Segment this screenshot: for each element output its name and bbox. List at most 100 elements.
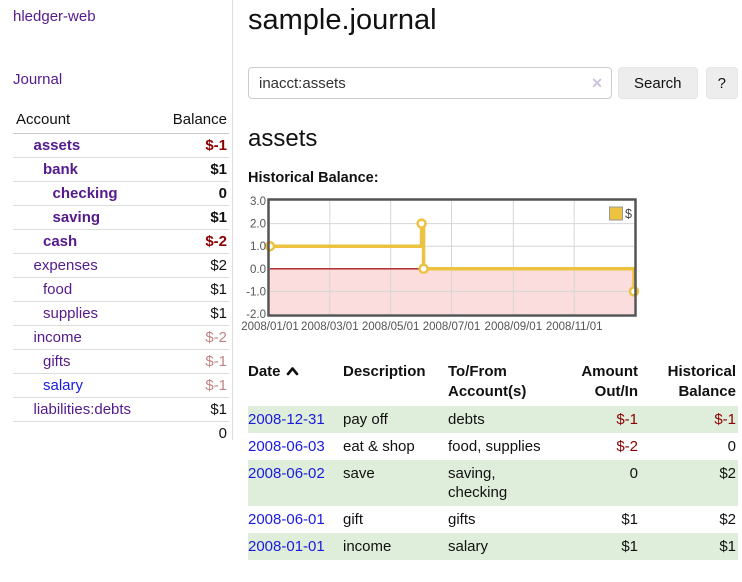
account-balance: $-2: [157, 229, 229, 254]
transaction-amount: $1: [621, 538, 638, 555]
tofrom-column-header: To/From Account(s): [448, 363, 527, 400]
account-balance: $1: [157, 277, 229, 302]
transaction-balance: $-1: [714, 411, 736, 428]
account-balance: 0: [157, 181, 229, 206]
clear-search-icon[interactable]: ✕: [591, 75, 603, 91]
amount-column-header: Amount Out/In: [581, 363, 638, 400]
transaction-description: pay off: [343, 411, 388, 428]
accounts-total-row: 0: [13, 421, 229, 445]
svg-text:1.0: 1.0: [250, 241, 266, 253]
account-row: checking 0: [13, 181, 229, 206]
transaction-accounts: gifts: [448, 511, 476, 528]
search-button[interactable]: Search: [618, 67, 698, 99]
account-balance: $1: [157, 205, 229, 230]
svg-text:-1.0: -1.0: [246, 286, 266, 298]
account-row: supplies $1: [13, 301, 229, 326]
account-row: salary $-1: [13, 373, 229, 398]
transaction-amount: $-1: [616, 411, 638, 428]
transaction-row: 2008-06-01 gift gifts $1 $2: [248, 506, 738, 533]
transaction-accounts: saving, checking: [448, 465, 508, 501]
transaction-amount: $-2: [616, 438, 638, 455]
account-row: income $-2: [13, 325, 229, 350]
account-link[interactable]: food: [43, 281, 73, 298]
account-row: assets $-1: [13, 134, 229, 158]
svg-text:2008/11/01: 2008/11/01: [546, 321, 603, 333]
register-table: Date Description To/From Account(s) Amou…: [248, 359, 738, 560]
account-link[interactable]: liabilities:debts: [33, 401, 132, 418]
account-balance: $-1: [157, 349, 229, 374]
search-input[interactable]: [248, 67, 612, 99]
account-link[interactable]: bank: [43, 161, 79, 178]
transaction-row: 2008-01-01 income salary $1 $1: [248, 533, 738, 560]
account-link[interactable]: gifts: [43, 353, 71, 370]
account-column-header: Account: [13, 109, 158, 134]
svg-text:3.0: 3.0: [250, 196, 266, 208]
account-link[interactable]: saving: [52, 209, 101, 226]
account-balance: $-1: [205, 137, 227, 154]
app-title-link[interactable]: hledger-web: [13, 8, 96, 25]
account-link[interactable]: checking: [52, 185, 118, 202]
chart-title: Historical Balance:: [248, 170, 379, 186]
svg-text:2008/09/01: 2008/09/01: [485, 321, 543, 333]
transaction-amount: $1: [621, 511, 638, 528]
svg-text:-2.0: -2.0: [246, 309, 266, 321]
svg-text:2008/05/01: 2008/05/01: [362, 321, 420, 333]
account-link[interactable]: income: [33, 329, 82, 346]
account-row: saving $1: [13, 205, 229, 230]
account-row: bank $1: [13, 157, 229, 182]
transaction-description: save: [343, 465, 375, 482]
transaction-description: income: [343, 538, 392, 555]
account-balance: $1: [157, 397, 229, 422]
transaction-row: 2008-06-02 save saving, checking 0 $2: [248, 460, 738, 506]
account-link[interactable]: assets: [33, 137, 81, 154]
chevron-up-icon: [286, 362, 299, 382]
register-table-header: Date Description To/From Account(s) Amou…: [248, 359, 738, 406]
transaction-date-link[interactable]: 2008-06-02: [248, 465, 325, 482]
chart-container: $3.0 2.0 1.0 0.0 -1.0 -2.0 2008/01/01 2008/03/0…: [240, 196, 738, 343]
page-title: sample.journal: [248, 4, 437, 36]
transaction-description: eat & shop: [343, 438, 415, 455]
transaction-date-link[interactable]: 2008-12-31: [248, 411, 325, 428]
accounts-total-value: 0: [157, 421, 229, 445]
search-form: ✕ Search ?: [248, 67, 738, 99]
account-balance: $1: [157, 157, 229, 182]
account-row: liabilities:debts $1: [13, 397, 229, 422]
account-link[interactable]: cash: [43, 233, 78, 250]
svg-text:2008/07/01: 2008/07/01: [423, 321, 481, 333]
transaction-balance: $2: [719, 511, 736, 528]
account-row: cash $-2: [13, 229, 229, 254]
main-content: sample.journal ✕ Search ? assets Histori…: [241, 0, 738, 560]
svg-text:0.0: 0.0: [250, 264, 266, 276]
account-link[interactable]: supplies: [43, 305, 99, 322]
description-column-header: Description: [343, 363, 426, 380]
balance-column-header-main: Historical Balance: [667, 363, 736, 400]
sidebar-item-journal[interactable]: Journal: [13, 71, 63, 88]
help-button[interactable]: ?: [705, 67, 738, 99]
date-column-header[interactable]: Date: [248, 359, 343, 406]
svg-text:2008/01/01: 2008/01/01: [241, 321, 299, 333]
account-balance: $-2: [157, 325, 229, 350]
register-table-body: 2008-12-31 pay off debts $-1 $-1 2008-06…: [248, 406, 738, 560]
transaction-row: 2008-06-03 eat & shop food, supplies $-2…: [248, 433, 738, 460]
transaction-balance: $1: [719, 538, 736, 555]
accounts-table-body: assets $-1 bank $1 checking 0 saving $1 …: [13, 134, 229, 445]
account-row: food $1: [13, 277, 229, 302]
transaction-date-link[interactable]: 2008-01-01: [248, 538, 325, 555]
accounts-table-header: Account Balance: [13, 109, 229, 134]
svg-text:2.0: 2.0: [250, 219, 266, 231]
account-row: expenses $2: [13, 253, 229, 278]
account-link[interactable]: expenses: [33, 257, 98, 274]
account-link[interactable]: salary: [43, 377, 84, 394]
transaction-balance: $2: [719, 465, 736, 482]
svg-text:2008/03/01: 2008/03/01: [301, 321, 359, 333]
transaction-date-link[interactable]: 2008-06-03: [248, 438, 325, 455]
transaction-date-link[interactable]: 2008-06-01: [248, 511, 325, 528]
search-input-wrap: ✕: [248, 67, 612, 99]
accounts-table: Account Balance assets $-1 bank $1 check…: [13, 109, 229, 445]
svg-text:$: $: [625, 207, 632, 221]
sidebar: hledger-web Journal Account Balance asse…: [0, 0, 233, 445]
account-balance: $2: [157, 253, 229, 278]
transaction-accounts: salary: [448, 538, 489, 555]
